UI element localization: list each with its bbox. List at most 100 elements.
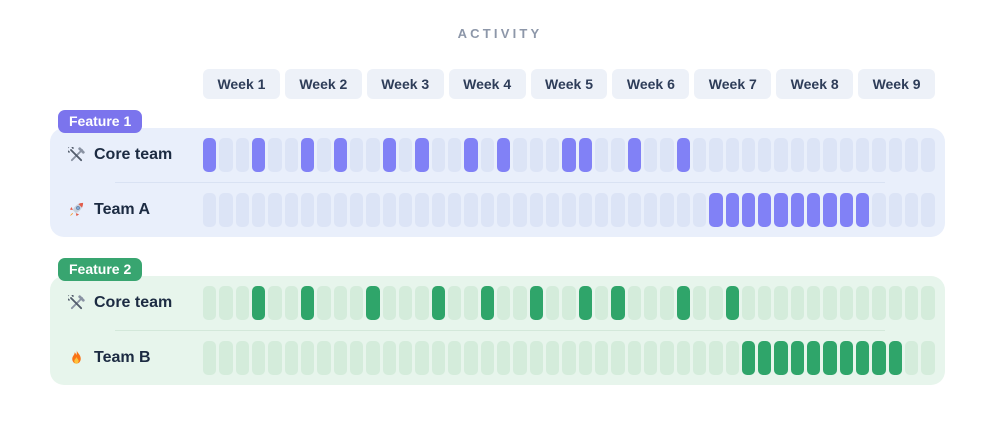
activity-cell bbox=[251, 138, 266, 173]
activity-cell bbox=[627, 192, 641, 227]
activity-cell bbox=[268, 192, 282, 227]
activity-cell bbox=[268, 286, 282, 321]
activity-cell bbox=[578, 192, 592, 227]
activity-cell bbox=[464, 340, 478, 375]
activity-cell bbox=[447, 138, 462, 173]
activity-cell bbox=[219, 340, 233, 375]
activity-cell bbox=[333, 138, 347, 173]
activity-cell bbox=[284, 138, 298, 173]
activity-cell bbox=[284, 192, 298, 227]
week-header: Week 2 bbox=[284, 69, 362, 99]
activity-cell bbox=[366, 286, 380, 321]
activity-cell bbox=[333, 286, 347, 321]
week-header: Week 8 bbox=[776, 69, 854, 99]
activity-cell bbox=[725, 286, 739, 321]
activity-cell bbox=[627, 286, 641, 321]
activity-cell bbox=[219, 138, 233, 173]
activity-cell bbox=[480, 286, 494, 321]
activity-cell bbox=[872, 192, 886, 227]
activity-cell bbox=[562, 286, 576, 321]
activity-cell bbox=[807, 286, 821, 321]
activity-cell bbox=[643, 192, 658, 227]
activity-cell bbox=[872, 286, 886, 321]
activity-cell bbox=[676, 138, 690, 173]
activity-cell bbox=[905, 138, 919, 173]
activity-cell bbox=[496, 192, 511, 227]
activity-cell bbox=[235, 192, 249, 227]
activity-cell bbox=[692, 192, 707, 227]
activity-cell bbox=[725, 192, 739, 227]
activity-cell bbox=[594, 340, 609, 375]
activity-cell bbox=[872, 340, 886, 375]
activity-cell bbox=[823, 340, 837, 375]
chart-title: ACTIVITY bbox=[457, 26, 543, 41]
row-divider bbox=[115, 182, 885, 183]
activity-cell bbox=[692, 340, 707, 375]
activity-cell bbox=[431, 340, 445, 375]
activity-cell bbox=[562, 138, 576, 173]
team-name: Team A bbox=[94, 200, 151, 218]
week-header-row: Week 1 Week 2 Week 3 Week 4 Week 5 Week 6 Week… bbox=[203, 69, 936, 99]
activity-cell bbox=[627, 138, 641, 173]
activity-cell bbox=[545, 286, 560, 321]
activity-cell bbox=[300, 340, 315, 375]
activity-cell bbox=[839, 340, 854, 375]
activity-cell bbox=[807, 138, 821, 173]
feature-badge: Feature 1 bbox=[58, 110, 143, 133]
activity-cell bbox=[709, 340, 723, 375]
activity-cell bbox=[807, 340, 821, 375]
activity-cell bbox=[758, 192, 772, 227]
activity-cell bbox=[480, 340, 494, 375]
activity-cell bbox=[284, 340, 298, 375]
activity-cell bbox=[692, 138, 707, 173]
activity-cells bbox=[203, 286, 935, 321]
activity-cell bbox=[594, 286, 609, 321]
activity-cell bbox=[921, 192, 935, 227]
team-row: Core team bbox=[50, 276, 945, 331]
activity-cell bbox=[709, 192, 723, 227]
activity-cell bbox=[562, 192, 576, 227]
week-header: Week 4 bbox=[448, 69, 526, 99]
activity-cell bbox=[627, 340, 641, 375]
activity-cell bbox=[578, 138, 592, 173]
activity-cell bbox=[790, 340, 805, 375]
activity-cell bbox=[529, 138, 543, 173]
activity-cell bbox=[219, 192, 233, 227]
activity-cell bbox=[888, 192, 903, 227]
activity-cell bbox=[709, 286, 723, 321]
activity-cell bbox=[496, 340, 511, 375]
activity-cell bbox=[447, 340, 462, 375]
activity-cell bbox=[415, 192, 429, 227]
activity-cell bbox=[447, 286, 462, 321]
activity-cell bbox=[382, 340, 396, 375]
activity-cells bbox=[203, 192, 935, 227]
activity-cell bbox=[741, 286, 756, 321]
activity-cell bbox=[643, 138, 658, 173]
activity-cell bbox=[888, 340, 903, 375]
activity-cell bbox=[235, 340, 249, 375]
week-header: Week 1 bbox=[203, 69, 280, 99]
activity-cell bbox=[790, 138, 805, 173]
activity-cell bbox=[513, 340, 527, 375]
activity-cell bbox=[349, 192, 364, 227]
tools-icon bbox=[68, 294, 85, 312]
activity-cell bbox=[856, 286, 870, 321]
activity-cell bbox=[251, 286, 266, 321]
activity-cell bbox=[758, 340, 772, 375]
activity-cell bbox=[529, 192, 543, 227]
team-label: Core team bbox=[50, 146, 203, 164]
activity-cell bbox=[905, 286, 919, 321]
feature-panel: Core team Team A bbox=[50, 128, 945, 237]
team-label: Team A bbox=[50, 201, 203, 219]
activity-cell bbox=[741, 138, 756, 173]
activity-cell bbox=[856, 340, 870, 375]
activity-cell bbox=[349, 138, 364, 173]
activity-cell bbox=[203, 138, 217, 173]
activity-cell bbox=[725, 340, 739, 375]
activity-cell bbox=[235, 138, 249, 173]
activity-cells bbox=[203, 138, 935, 173]
activity-cell bbox=[774, 138, 788, 173]
activity-cell bbox=[709, 138, 723, 173]
activity-cell bbox=[268, 138, 282, 173]
activity-cell bbox=[415, 286, 429, 321]
